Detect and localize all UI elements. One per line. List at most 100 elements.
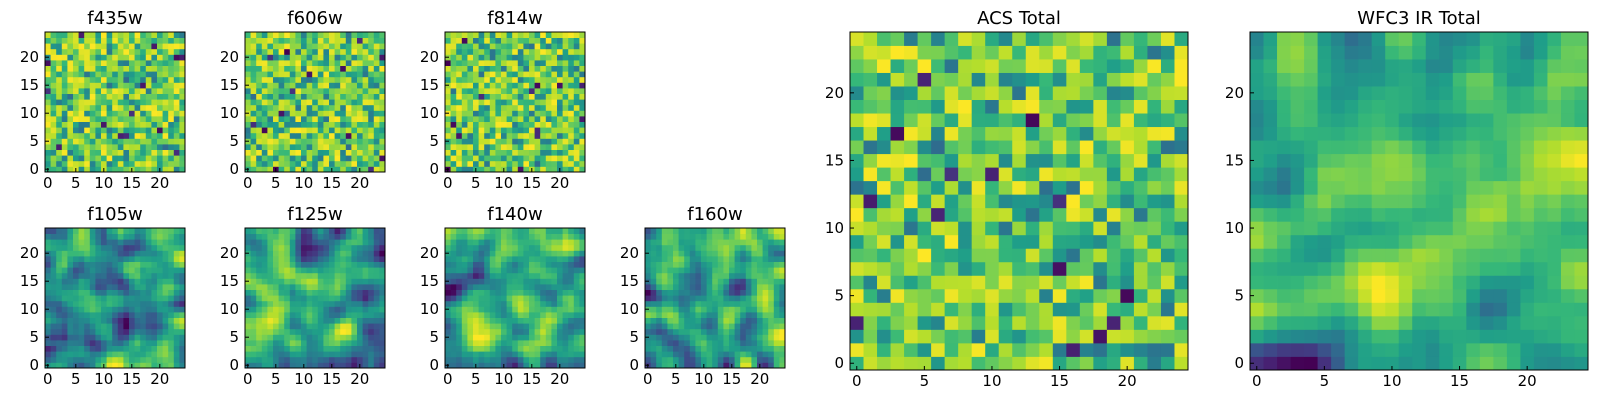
heatmap-cell [173, 356, 180, 363]
heatmap-cell [61, 228, 68, 234]
heatmap-cell [1106, 288, 1121, 303]
heatmap-cell [84, 65, 91, 72]
heatmap-cell [284, 166, 291, 173]
heatmap-cell [140, 244, 147, 251]
heatmap-cell [329, 99, 335, 106]
heatmap-cell [117, 267, 124, 274]
heatmap-cell [56, 54, 63, 61]
heatmap-cell [67, 250, 74, 257]
heatmap-cell [534, 43, 541, 50]
heatmap-cell [295, 104, 302, 111]
heatmap-cell [306, 289, 313, 296]
heatmap-cell [357, 340, 363, 346]
heatmap-cell [998, 302, 1013, 317]
heatmap-cell [323, 43, 330, 50]
heatmap-cell [134, 317, 141, 324]
heatmap-cell [145, 127, 152, 134]
heatmap-cell [61, 160, 68, 167]
heatmap-cell [95, 312, 102, 318]
heatmap-cell [323, 144, 330, 150]
heatmap-cell [467, 300, 474, 307]
heatmap-cell [551, 48, 558, 55]
heatmap-cell [151, 256, 158, 262]
heatmap-cell [317, 256, 324, 262]
heatmap-cell [773, 256, 780, 262]
heatmap-cell [656, 228, 663, 234]
heatmap-cell [301, 54, 307, 61]
heatmap-cell [461, 121, 468, 128]
heatmap-cell [340, 76, 347, 83]
heatmap-cell [112, 160, 119, 167]
heatmap-cell [173, 144, 180, 150]
heatmap-cell [317, 328, 324, 335]
heatmap-cell [379, 284, 386, 290]
heatmap-cell [134, 37, 141, 44]
heatmap-cell [484, 233, 491, 240]
heatmap-cell [312, 104, 319, 111]
heatmap-cell [656, 239, 663, 246]
heatmap-cell [473, 256, 479, 262]
heatmap-cell [250, 127, 257, 134]
heatmap-cell [579, 99, 586, 106]
heatmap-cell [106, 37, 113, 44]
heatmap-cell [312, 149, 319, 156]
heatmap-cell [501, 32, 507, 38]
heatmap-cell [529, 278, 535, 285]
heatmap-cell [67, 138, 74, 145]
heatmap-cell [67, 82, 74, 89]
heatmap-cell [461, 166, 468, 173]
heatmap-cell [323, 351, 330, 358]
heatmap-cell [512, 306, 519, 313]
heatmap-cell [357, 121, 363, 128]
heatmap-cell [579, 121, 586, 128]
heatmap-cell [645, 228, 651, 234]
heatmap-cell [261, 351, 268, 358]
heatmap-cell [484, 149, 491, 156]
heatmap-cell [729, 317, 735, 324]
heatmap-cell [261, 155, 268, 162]
heatmap-cell [445, 356, 451, 363]
heatmap-cell [267, 340, 274, 346]
heatmap-cell [551, 300, 558, 307]
x-tick-label: 5 [271, 370, 281, 388]
heatmap-cell [573, 300, 580, 307]
heatmap-cell [773, 244, 780, 251]
heatmap-cell [334, 306, 341, 313]
heatmap-cell [1012, 167, 1027, 182]
heatmap-cell [456, 88, 463, 94]
heatmap-cell [645, 351, 651, 358]
heatmap-cell [379, 160, 386, 167]
heatmap-cell [529, 295, 535, 302]
heatmap-cell [473, 155, 479, 162]
heatmap-cell [495, 261, 502, 268]
heatmap-cell [301, 300, 307, 307]
heatmap-cell [779, 256, 786, 262]
heatmap-cell [456, 228, 463, 234]
heatmap-cell [289, 233, 296, 240]
heatmap-cell [712, 351, 719, 358]
heatmap-cell [173, 160, 180, 167]
heatmap-cell [489, 323, 496, 330]
heatmap-cell [1066, 302, 1081, 317]
heatmap-cell [740, 356, 747, 363]
heatmap-cell [467, 43, 474, 50]
heatmap-cell [317, 132, 324, 139]
heatmap-cell [751, 323, 758, 330]
heatmap-cell [489, 340, 496, 346]
heatmap-cell [278, 345, 285, 352]
heatmap-cell [373, 32, 380, 38]
heatmap-cell [456, 37, 463, 44]
heatmap-cell [95, 144, 102, 150]
heatmap-cell [289, 362, 296, 369]
heatmap-cell [117, 284, 124, 290]
heatmap-cell [284, 289, 291, 296]
heatmap-cell [129, 138, 135, 145]
heatmap-cell [461, 250, 468, 257]
heatmap-cell [877, 275, 891, 290]
heatmap-cell [157, 278, 163, 285]
heatmap-cell [568, 356, 575, 363]
y-tick-label: 5 [629, 328, 639, 346]
heatmap-cell [540, 37, 547, 44]
heatmap-cell [56, 244, 63, 251]
heatmap-cell [357, 138, 363, 145]
